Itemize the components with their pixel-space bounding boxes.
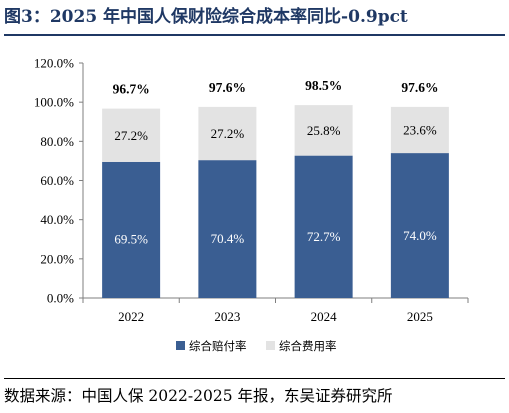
bar-segment-expense: [294, 105, 353, 156]
y-tick-label: 80.0%: [40, 134, 74, 149]
bar-segment-expense: [102, 108, 161, 162]
bar-segment-claims: [390, 153, 449, 298]
data-label: 27.2%: [114, 128, 148, 143]
bar-segment-claims: [294, 155, 353, 298]
y-tick-label: 40.0%: [40, 212, 74, 227]
x-tick-label: 2023: [214, 309, 240, 324]
data-label: 23.6%: [403, 122, 437, 137]
legend-swatch: [176, 341, 185, 350]
data-label: 69.5%: [114, 232, 148, 247]
legend-label: 综合费用率: [279, 339, 337, 353]
x-tick-label: 2022: [118, 309, 144, 324]
x-tick-label: 2025: [407, 309, 433, 324]
data-label: 27.2%: [211, 126, 245, 141]
data-label: 25.8%: [307, 123, 341, 138]
legend-swatch: [266, 341, 275, 350]
y-tick-label: 60.0%: [40, 173, 74, 188]
y-tick-label: 20.0%: [40, 251, 74, 266]
total-label: 97.6%: [401, 80, 438, 95]
total-label: 98.5%: [305, 78, 342, 93]
y-tick-label: 120.0%: [34, 56, 74, 71]
legend-label: 综合赔付率: [189, 339, 247, 353]
bar-segment-claims: [198, 160, 257, 298]
stacked-bar-chart: 0.0% 20.0% 40.0% 60.0% 80.0% 100.0% 120.0% 69.5…: [34, 56, 469, 353]
data-label: 74.0%: [403, 228, 437, 243]
source-note: 数据来源：中国人保 2022-2025 年报，东吴证券研究所: [4, 387, 393, 405]
title-divider: [4, 34, 505, 36]
bar-segment-expense: [390, 106, 449, 154]
x-tick-label: 2024: [311, 309, 338, 324]
y-tick-label: 100.0%: [34, 95, 74, 110]
bar-segment-claims: [102, 161, 161, 298]
total-label: 96.7%: [113, 82, 150, 97]
source-divider: [4, 378, 505, 379]
total-label: 97.6%: [209, 80, 246, 95]
bar-segment-expense: [198, 106, 257, 161]
data-label: 70.4%: [211, 231, 245, 246]
chart-title: 图3：2025 年中国人保财险综合成本率同比-0.9pct: [4, 7, 408, 27]
data-label: 72.7%: [307, 229, 341, 244]
y-tick-label: 0.0%: [47, 291, 74, 306]
